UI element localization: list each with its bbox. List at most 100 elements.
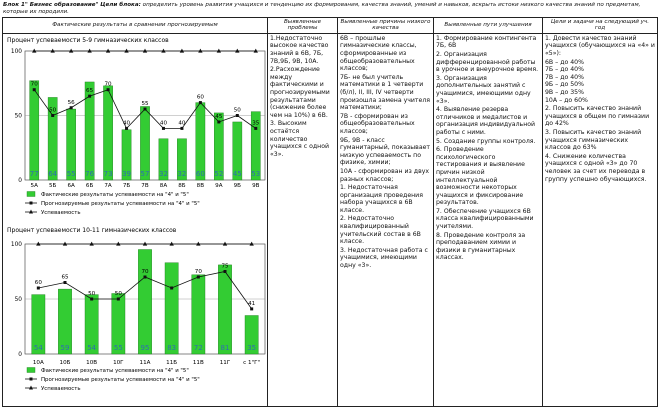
predicted-point <box>170 286 174 290</box>
way-item: 5. Создание группы контроля. <box>436 137 536 145</box>
category-label: 10В <box>86 360 97 366</box>
predicted-value-label: 50 <box>49 107 57 113</box>
predicted-point <box>69 106 73 110</box>
success-point <box>105 48 111 53</box>
chart-title: Процент успеваемости 5-9 гимназических к… <box>7 37 169 44</box>
predicted-point <box>254 126 258 130</box>
bar-value-label: 54 <box>34 344 43 352</box>
way-item: 6. Проведение психологического тестирова… <box>436 146 525 207</box>
category-label: 9В <box>252 183 260 189</box>
bar-value-label: 81 <box>221 344 230 352</box>
cause-item: 10А - сформирован из двух разных классов… <box>340 167 430 183</box>
analysis-table: Фактические результаты в сравнении прогн… <box>2 17 658 407</box>
y-tick-label: 100 <box>11 49 22 55</box>
predicted-value-label: 40 <box>123 120 131 126</box>
bar <box>158 138 169 181</box>
header-causes: Выявленные причины низкого качества <box>337 17 434 34</box>
predicted-value-label: 55 <box>141 101 149 107</box>
bar <box>244 315 259 355</box>
category-label: 10Г <box>113 360 124 366</box>
block-banner: Блок 1" Бизнес образование" Цели блока: … <box>3 2 657 16</box>
bar-value-label: 45 <box>233 170 242 178</box>
predicted-point <box>143 275 147 279</box>
success-point <box>161 48 166 53</box>
predicted-point <box>235 113 239 117</box>
predicted-value-label: 41 <box>248 301 256 307</box>
category-label: 8А <box>160 183 168 189</box>
legend-marker <box>29 201 33 205</box>
bar-value-label: 35 <box>247 344 256 352</box>
success-point <box>169 241 174 246</box>
bar-value-label: 83 <box>167 344 176 352</box>
causes-cell: 6В – прошлые гимназические классы, сформ… <box>337 32 434 407</box>
category-label: 5А <box>31 183 39 189</box>
success-point <box>253 48 258 53</box>
predicted-point <box>161 126 165 130</box>
legend-marker <box>29 385 33 390</box>
predicted-value-label: 56 <box>68 100 76 106</box>
category-label: 10Б <box>60 360 71 366</box>
predicted-value-label: 65 <box>86 88 94 94</box>
content-row: Процент успеваемости 5-9 гимназических к… <box>2 32 658 407</box>
goal-3: 3. Повысить качество знаний учащихся гим… <box>545 128 642 152</box>
success-point <box>50 48 55 53</box>
goal-target: 10А – до 60% <box>545 96 588 104</box>
predicted-value-label: 50 <box>88 291 96 297</box>
category-label: 8Б <box>178 183 186 189</box>
legend-label: Успеваемость <box>41 210 81 216</box>
success-point <box>89 241 94 246</box>
predicted-point <box>180 126 184 130</box>
predicted-point <box>90 297 94 301</box>
success-point <box>32 48 37 53</box>
success-point <box>249 241 254 246</box>
bar-value-label: 32 <box>159 170 168 178</box>
goal-2: 2. Повысить качество знаний учащихся в о… <box>545 105 650 128</box>
predicted-value-label: 70 <box>195 269 203 275</box>
success-point <box>36 241 41 246</box>
way-item: 2. Организация дифференцированной работы… <box>436 51 539 74</box>
success-point <box>116 241 121 246</box>
legend-label: Фактические результаты успеваемости на "… <box>41 192 189 198</box>
banner-title: Цели блока: <box>100 2 141 8</box>
y-tick-label: 50 <box>15 113 23 119</box>
y-tick-label: 100 <box>11 242 22 248</box>
way-item: 8. Проведение контроля за преподаванием … <box>436 231 526 262</box>
legend-marker <box>29 377 33 381</box>
bar-value-label: 59 <box>61 344 70 352</box>
category-label: 10А <box>33 360 44 366</box>
predicted-point <box>63 280 67 284</box>
category-label: 7А <box>104 183 112 189</box>
success-point <box>216 48 222 53</box>
goal-target: 6В – до 40% <box>545 58 584 66</box>
predicted-value-label: 50 <box>115 291 123 297</box>
cause-item: 6В – прошлые гимназические классы, сформ… <box>340 34 417 73</box>
goal-target: 7Б – до 40% <box>545 66 584 74</box>
success-point <box>222 241 228 246</box>
category-label: 11В <box>193 360 204 366</box>
predicted-point <box>198 100 202 104</box>
predicted-point <box>143 107 147 111</box>
legend-label: Прогнозируемые результаты успеваемости н… <box>41 201 200 207</box>
predicted-point <box>106 88 110 92</box>
goal-4: 4. Снижение количества учащихся с одной … <box>545 152 647 183</box>
success-point <box>62 241 68 246</box>
success-point <box>179 48 185 53</box>
predicted-point <box>88 94 92 98</box>
bar <box>84 294 99 355</box>
legend-swatch <box>26 367 36 373</box>
predicted-point <box>196 275 200 279</box>
predicted-value-label: 50 <box>234 107 242 113</box>
legend-label: Фактические результаты успеваемости на "… <box>41 368 189 374</box>
success-point <box>124 48 129 53</box>
legend-label: Успеваемость <box>41 386 81 392</box>
category-label: 11А <box>140 360 151 366</box>
header-row: Фактические результаты в сравнении прогн… <box>2 17 658 34</box>
legend-swatch <box>26 191 36 197</box>
predicted-value-label: 40 <box>160 120 168 126</box>
predicted-point <box>223 269 227 273</box>
y-tick-label: 50 <box>15 297 23 303</box>
success-point <box>87 48 92 53</box>
success-point <box>196 241 201 246</box>
bar <box>31 294 46 355</box>
bar <box>84 81 95 181</box>
